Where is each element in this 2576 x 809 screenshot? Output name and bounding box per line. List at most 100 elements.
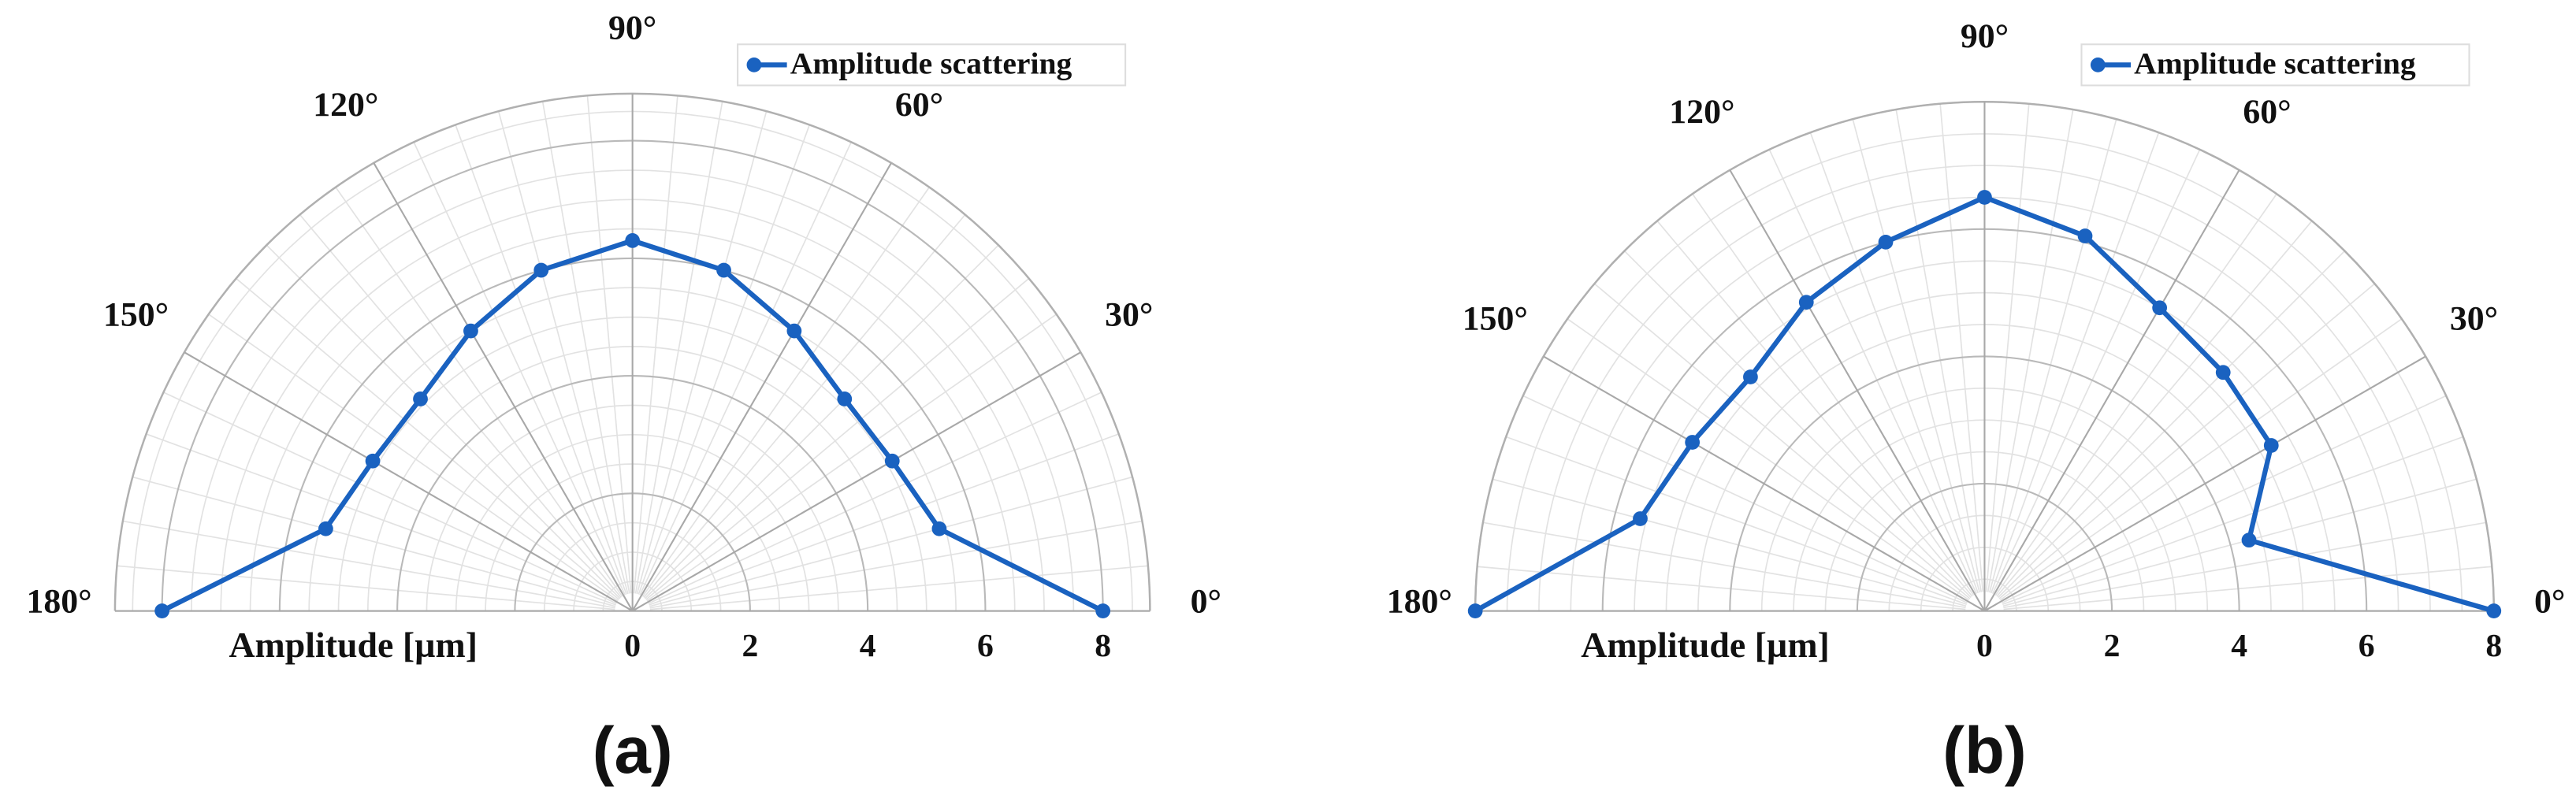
legend-box — [737, 43, 1127, 87]
minor-grid-spoke — [1991, 149, 2201, 594]
theta-tick-label: 90° — [608, 9, 656, 47]
minor-grid-spoke — [266, 244, 621, 599]
minor-grid-spoke — [1987, 109, 2074, 592]
data-point — [2486, 603, 2502, 618]
minor-grid-spoke — [1809, 132, 1979, 594]
minor-grid-spoke — [413, 142, 626, 596]
minor-grid-spoke — [1985, 103, 2030, 592]
theta-tick-label: 180° — [1387, 582, 1452, 620]
grid-spoke — [184, 351, 634, 612]
grid-spoke — [373, 162, 634, 612]
minor-grid-spoke — [299, 213, 622, 598]
r-axis-label: Amplitude [µm] — [229, 625, 478, 665]
r-tick-label: 0 — [1976, 628, 1993, 664]
minor-grid-spoke — [2003, 521, 2487, 609]
r-tick-label: 6 — [2359, 628, 2375, 664]
minor-grid-spoke — [586, 95, 632, 594]
minor-grid-spoke — [649, 433, 1120, 606]
data-point — [625, 233, 641, 248]
minor-grid-spoke — [1656, 220, 1973, 597]
minor-grid-spoke — [641, 187, 931, 597]
minor-grid-spoke — [1998, 283, 2376, 599]
data-point — [413, 392, 428, 406]
minor-grid-spoke — [649, 476, 1133, 607]
legend-box — [2080, 43, 2470, 87]
r-tick-label: 4 — [2231, 628, 2247, 664]
minor-grid-spoke — [646, 314, 1058, 602]
theta-tick-label: 180° — [26, 582, 91, 620]
r-tick-label: 4 — [860, 628, 876, 664]
data-point — [1095, 603, 1111, 618]
panel-label: (a) — [593, 714, 673, 787]
minor-grid-spoke — [649, 565, 1148, 610]
r-tick-label: 0 — [624, 628, 641, 664]
data-point — [1878, 234, 1894, 250]
minor-grid-spoke — [1895, 109, 1983, 592]
minor-grid-spoke — [1996, 220, 2313, 597]
minor-grid-spoke — [1505, 436, 1967, 606]
panel-label: (b) — [1942, 714, 2026, 787]
minor-grid-spoke — [132, 476, 616, 607]
data-point — [2241, 533, 2257, 548]
minor-grid-spoke — [2003, 566, 2492, 610]
theta-tick-label: 30° — [2450, 300, 2498, 338]
data-point — [463, 323, 478, 339]
r-tick-label: 2 — [2104, 628, 2121, 664]
minor-grid-spoke — [163, 392, 617, 604]
minor-grid-spoke — [146, 433, 616, 606]
minor-grid-spoke — [1939, 103, 1984, 592]
data-point — [1977, 190, 1992, 205]
minor-grid-spoke — [634, 101, 723, 594]
data-point — [786, 323, 802, 339]
r-axis-label: Amplitude [µm] — [1581, 625, 1830, 665]
minor-grid-spoke — [1623, 250, 1972, 599]
grid-spoke — [1543, 355, 1985, 612]
minor-grid-spoke — [1988, 119, 2117, 593]
legend-label: Amplitude scattering — [790, 46, 1072, 81]
theta-tick-label: 120° — [1669, 93, 1734, 131]
data-point — [716, 262, 731, 278]
minor-grid-spoke — [1593, 283, 1971, 599]
grid-spoke — [1729, 169, 1986, 612]
data-point — [2215, 365, 2231, 380]
polar-panel: 0° 30° 60° 90° 120° 150° 180° 0 2 4 6 8 Amplitude [µ… — [26, 9, 1221, 787]
data-point — [365, 453, 381, 469]
theta-tick-label: 60° — [2243, 93, 2291, 131]
minor-grid-spoke — [1492, 478, 1967, 607]
minor-grid-spoke — [1522, 395, 1968, 604]
minor-grid-spoke — [1768, 149, 1977, 594]
minor-grid-spoke — [637, 124, 811, 595]
minor-grid-spoke — [2002, 395, 2447, 604]
data-point — [1743, 369, 1758, 384]
minor-grid-spoke — [1994, 193, 2277, 596]
minor-grid-spoke — [117, 565, 615, 610]
minor-grid-spoke — [643, 213, 966, 598]
minor-grid-spoke — [649, 520, 1143, 609]
minor-grid-spoke — [1482, 521, 1966, 609]
minor-grid-spoke — [645, 277, 1030, 600]
minor-grid-spoke — [636, 111, 768, 595]
r-tick-label: 8 — [1095, 628, 1111, 664]
data-point — [931, 521, 947, 536]
data-point — [884, 453, 900, 469]
theta-tick-label: 60° — [895, 86, 943, 124]
theta-tick-label: 120° — [313, 86, 378, 124]
data-point — [318, 521, 333, 536]
minor-grid-spoke — [1852, 119, 1980, 593]
theta-tick-label: 0° — [1191, 582, 1221, 620]
data-point — [1467, 603, 1483, 618]
polar-panel: 0° 30° 60° 90° 120° 150° 180° 0 2 4 6 8 Amplitude [µ… — [1387, 17, 2566, 787]
legend-label: Amplitude scattering — [2134, 46, 2416, 81]
minor-grid-spoke — [644, 244, 999, 599]
r-tick-label: 6 — [977, 628, 994, 664]
minor-grid-spoke — [455, 124, 627, 595]
legend: Amplitude scattering — [737, 43, 1127, 87]
r-tick-label: 8 — [2485, 628, 2502, 664]
minor-grid-spoke — [1567, 318, 1970, 601]
minor-grid-spoke — [1990, 132, 2160, 594]
data-point — [837, 392, 853, 406]
minor-grid-spoke — [335, 187, 623, 597]
minor-grid-spoke — [541, 101, 630, 594]
legend-marker — [2090, 57, 2106, 72]
